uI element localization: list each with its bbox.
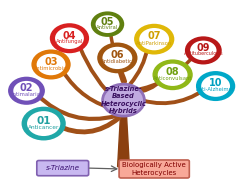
- Circle shape: [54, 26, 85, 50]
- Circle shape: [36, 53, 66, 76]
- Text: Antituberculosis: Antituberculosis: [184, 51, 223, 56]
- Circle shape: [12, 80, 41, 102]
- Text: 08: 08: [166, 67, 179, 77]
- Text: Anti-Alzheimer: Anti-Alzheimer: [196, 87, 235, 92]
- Circle shape: [21, 107, 66, 140]
- FancyBboxPatch shape: [37, 160, 89, 176]
- Circle shape: [103, 84, 144, 116]
- Text: Anticancer: Anticancer: [28, 125, 59, 130]
- Text: s-Triazine: s-Triazine: [46, 165, 80, 171]
- Circle shape: [91, 11, 124, 37]
- Text: AntiParkinson: AntiParkinson: [136, 41, 172, 46]
- Circle shape: [50, 23, 89, 53]
- Text: Antifungal: Antifungal: [56, 40, 83, 44]
- Circle shape: [157, 63, 189, 87]
- Circle shape: [189, 40, 218, 61]
- Circle shape: [196, 71, 235, 101]
- Text: 01: 01: [36, 116, 51, 126]
- Circle shape: [26, 110, 61, 137]
- Text: 05: 05: [101, 17, 114, 27]
- Text: antimicrobial: antimicrobial: [34, 66, 68, 71]
- Text: 04: 04: [63, 31, 76, 41]
- Text: 03: 03: [44, 57, 58, 67]
- Circle shape: [31, 50, 71, 80]
- Text: Antiviral: Antiviral: [96, 25, 119, 30]
- Text: Antimalarial: Antimalarial: [10, 92, 43, 97]
- Circle shape: [152, 59, 193, 90]
- Polygon shape: [118, 110, 129, 167]
- Circle shape: [102, 46, 133, 70]
- Text: s-Triazine-
Based
Heterocyclic
Hybrids: s-Triazine- Based Heterocyclic Hybrids: [101, 86, 146, 115]
- Circle shape: [200, 74, 231, 98]
- Text: Antidiabetic: Antidiabetic: [102, 59, 133, 64]
- Text: Anticonvulsant: Anticonvulsant: [153, 76, 192, 81]
- Text: 06: 06: [111, 50, 124, 60]
- Text: 10: 10: [209, 78, 222, 88]
- Text: Biologically Active
Heterocycles: Biologically Active Heterocycles: [122, 162, 186, 176]
- Text: 09: 09: [197, 43, 210, 53]
- Circle shape: [97, 43, 138, 73]
- Circle shape: [134, 24, 174, 55]
- Circle shape: [138, 27, 170, 51]
- Text: 07: 07: [147, 32, 161, 41]
- Circle shape: [95, 14, 121, 34]
- FancyBboxPatch shape: [119, 160, 189, 178]
- Text: 02: 02: [20, 83, 33, 93]
- Circle shape: [185, 36, 222, 64]
- Circle shape: [8, 77, 45, 105]
